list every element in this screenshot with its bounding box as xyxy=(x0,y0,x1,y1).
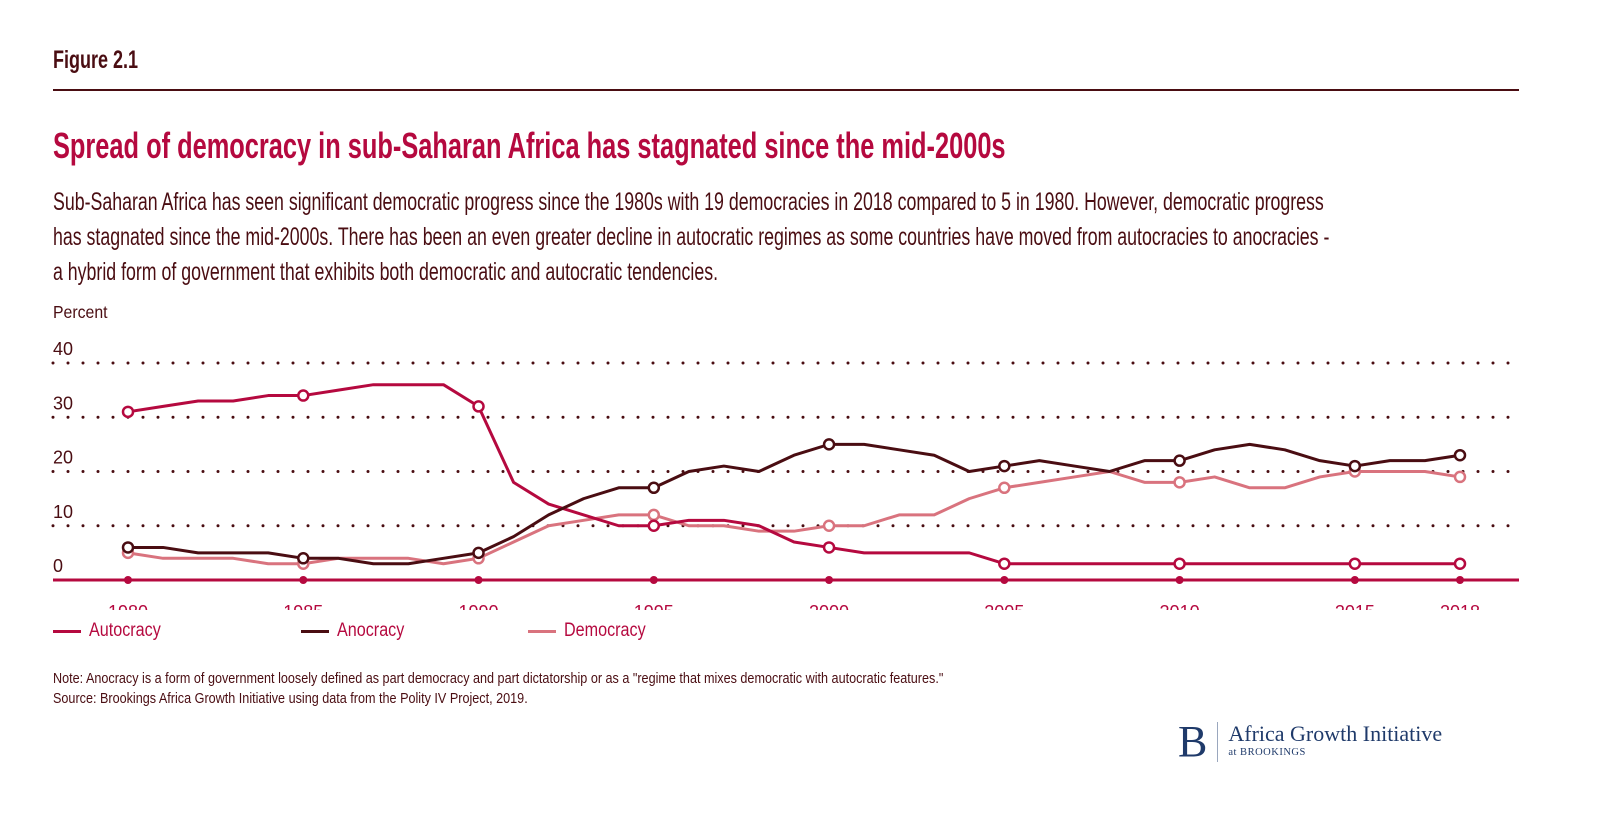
header-divider xyxy=(53,89,1519,91)
x-tick-label: 2010 xyxy=(1160,602,1200,610)
data-point-autocracy xyxy=(121,405,135,419)
legend-item-autocracy: Autocracy xyxy=(53,620,173,642)
chart-title-text: Spread of democracy in sub-Saharan Afric… xyxy=(53,125,1006,166)
y-tick-label: 0 xyxy=(53,556,63,576)
data-point-democracy xyxy=(998,481,1011,495)
data-point-autocracy xyxy=(472,400,485,413)
x-tick-dot xyxy=(1456,576,1464,584)
legend-item-anocracy: Anocracy xyxy=(301,620,416,642)
legend: Autocracy Anocracy Democracy xyxy=(53,620,953,650)
data-point-anocracy xyxy=(1173,454,1186,467)
legend-label: Democracy xyxy=(564,620,646,641)
x-tick-dot xyxy=(1350,576,1359,584)
line-chart: Percent 0 10 20 30 40 1980 1985 1990 1995 2000 200… xyxy=(51,302,1521,610)
x-tick-dot xyxy=(649,576,658,584)
data-point-anocracy xyxy=(1453,448,1467,462)
x-tick-dot xyxy=(299,576,308,584)
x-tick-label: 2018 xyxy=(1440,602,1480,610)
data-point-democracy xyxy=(1453,470,1467,484)
data-point-democracy xyxy=(647,508,661,522)
data-point-autocracy xyxy=(998,557,1011,570)
chart-title: Spread of democracy in sub-Saharan Afric… xyxy=(53,125,1404,167)
data-point-autocracy xyxy=(1173,557,1186,570)
data-point-anocracy xyxy=(1348,459,1362,473)
legend-swatch xyxy=(301,629,329,633)
legend-item-democracy: Democracy xyxy=(528,620,660,642)
legend-swatch xyxy=(53,629,81,633)
x-tick-label: 1995 xyxy=(634,602,674,610)
data-point-democracy xyxy=(1173,476,1186,489)
y-tick-label: 40 xyxy=(53,339,73,359)
x-tick-label: 2000 xyxy=(809,602,849,610)
data-point-autocracy xyxy=(1348,557,1362,570)
data-point-autocracy xyxy=(1453,557,1467,570)
x-tick-label: 2015 xyxy=(1335,602,1375,610)
series-line-autocracy xyxy=(127,383,1460,566)
description-line: Sub-Saharan Africa has seen significant … xyxy=(53,188,1324,216)
data-point-anocracy xyxy=(647,481,661,495)
x-tick-label: 1990 xyxy=(459,602,499,610)
logo-subtitle: at BROOKINGS xyxy=(1228,747,1306,758)
x-tick-dot xyxy=(825,576,834,584)
data-point-anocracy xyxy=(121,541,135,554)
data-point-anocracy xyxy=(998,459,1011,473)
brookings-logo: B Africa Growth Initiative at BROOKINGS xyxy=(1178,717,1443,766)
legend-label: Autocracy xyxy=(89,620,161,641)
data-point-autocracy xyxy=(647,519,661,532)
data-point-autocracy xyxy=(297,389,310,402)
data-point-democracy xyxy=(822,519,836,532)
data-point-anocracy xyxy=(822,438,836,451)
chart-notes: Note: Anocracy is a form of government l… xyxy=(53,669,1076,709)
figure-label-text: Figure 2.1 xyxy=(53,46,139,74)
x-tick-label: 1985 xyxy=(283,602,323,610)
x-tick-dot xyxy=(124,576,132,584)
logo-mark: B xyxy=(1178,717,1208,766)
legend-label: Anocracy xyxy=(337,620,405,641)
y-tick-label: 10 xyxy=(53,502,73,522)
description-line: has stagnated since the mid-2000s. There… xyxy=(53,223,1330,251)
series-line-democracy xyxy=(127,470,1461,566)
logo-divider xyxy=(1217,722,1219,762)
chart-description: Sub-Saharan Africa has seen significant … xyxy=(53,185,1617,290)
note-text: Note: Anocracy is a form of government l… xyxy=(53,671,944,687)
x-tick-dot xyxy=(1000,576,1009,584)
x-tick-label: 1980 xyxy=(108,602,148,610)
y-tick-label: 20 xyxy=(53,448,73,468)
figure-label: Figure 2.1 xyxy=(53,46,171,75)
data-point-anocracy xyxy=(297,552,310,565)
logo-name: Africa Growth Initiative xyxy=(1228,721,1443,746)
x-tick-dot xyxy=(1175,576,1184,584)
x-tick-dot xyxy=(474,576,483,584)
y-axis-label: Percent xyxy=(53,302,108,322)
source-text: Source: Brookings Africa Growth Initiati… xyxy=(53,691,528,707)
description-line: a hybrid form of government that exhibit… xyxy=(53,258,719,286)
x-tick-label: 2005 xyxy=(984,602,1024,610)
data-point-anocracy xyxy=(472,546,485,560)
legend-swatch xyxy=(528,629,556,633)
y-tick-label: 30 xyxy=(53,393,73,413)
data-point-autocracy xyxy=(822,541,836,554)
series-line-anocracy xyxy=(128,442,1461,566)
